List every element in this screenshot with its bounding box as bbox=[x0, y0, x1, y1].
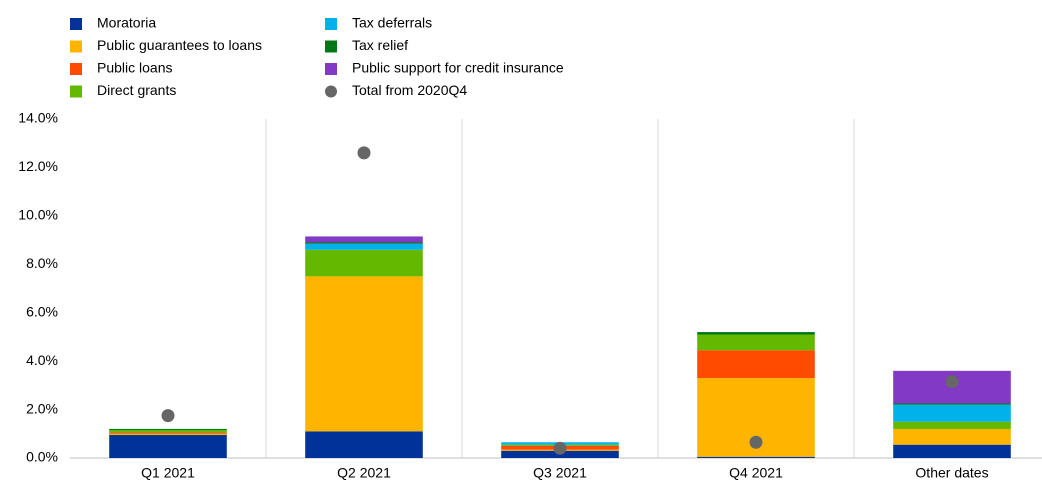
bar-segment bbox=[305, 249, 423, 277]
y-tick-label: 14.0% bbox=[18, 110, 58, 126]
bar-segment bbox=[893, 428, 1011, 445]
legend-label: Public loans bbox=[97, 60, 173, 76]
legend-label: Tax relief bbox=[352, 37, 408, 53]
legend-marker bbox=[325, 18, 337, 30]
bar-segment bbox=[305, 242, 423, 244]
bar-segment bbox=[697, 334, 815, 351]
bar-segment bbox=[305, 276, 423, 432]
legend-marker bbox=[70, 85, 82, 98]
legend-marker bbox=[325, 63, 337, 75]
bar-segment bbox=[893, 444, 1011, 458]
x-tick-label: Q2 2021 bbox=[337, 465, 391, 481]
legend-label: Moratoria bbox=[97, 15, 156, 31]
bar-segment bbox=[305, 243, 423, 250]
bar-segment bbox=[305, 431, 423, 458]
total-dot bbox=[749, 435, 763, 449]
total-dot bbox=[945, 375, 959, 389]
total-dot bbox=[553, 441, 567, 455]
bar-segment bbox=[109, 433, 227, 435]
y-tick-label: 6.0% bbox=[26, 303, 58, 319]
bar-segment bbox=[109, 434, 227, 458]
y-tick-label: 12.0% bbox=[18, 158, 58, 174]
legend-label: Direct grants bbox=[97, 82, 176, 98]
legend-label: Public guarantees to loans bbox=[97, 37, 262, 53]
bar-segment bbox=[697, 350, 815, 379]
legend-marker bbox=[325, 85, 337, 98]
bar-segment bbox=[893, 403, 1011, 405]
y-tick-label: 10.0% bbox=[18, 207, 58, 223]
bar-segment bbox=[893, 404, 1011, 422]
legend-label: Tax deferrals bbox=[352, 15, 432, 31]
y-tick-label: 4.0% bbox=[26, 352, 58, 368]
y-tick-label: 8.0% bbox=[26, 255, 58, 271]
legend-marker bbox=[70, 40, 82, 53]
bar-segment bbox=[109, 428, 227, 431]
x-tick-label: Other dates bbox=[915, 465, 988, 481]
legend-label: Total from 2020Q4 bbox=[352, 82, 467, 98]
x-tick-label: Q1 2021 bbox=[141, 465, 195, 481]
y-tick-label: 0.0% bbox=[26, 449, 58, 465]
total-dot bbox=[357, 146, 371, 160]
x-tick-label: Q3 2021 bbox=[533, 465, 587, 481]
x-tick-label: Q4 2021 bbox=[729, 465, 783, 481]
legend-marker bbox=[325, 40, 337, 53]
bar-segment bbox=[109, 430, 227, 433]
bar-segment bbox=[697, 332, 815, 335]
bar-segment bbox=[109, 432, 227, 434]
bar-segment bbox=[305, 236, 423, 243]
legend-marker bbox=[70, 63, 82, 75]
legend-marker bbox=[70, 18, 82, 30]
y-tick-label: 2.0% bbox=[26, 400, 58, 416]
total-dot bbox=[161, 409, 175, 423]
legend-label: Public support for credit insurance bbox=[352, 60, 564, 76]
bar-segment bbox=[697, 456, 815, 458]
bar-segment bbox=[893, 421, 1011, 429]
